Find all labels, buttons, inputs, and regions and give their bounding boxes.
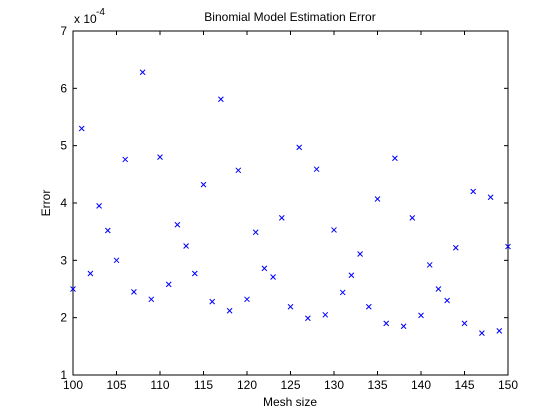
data-point — [191, 270, 198, 277]
data-point — [235, 167, 242, 174]
data-point — [78, 125, 85, 132]
data-point — [452, 244, 459, 251]
data-point — [278, 215, 285, 221]
plot-box — [72, 30, 509, 376]
data-point — [470, 188, 477, 195]
y-exponent-base: x 10 — [74, 12, 97, 26]
data-point — [87, 270, 94, 277]
chart-title: Binomial Model Estimation Error — [204, 10, 375, 24]
data-point — [331, 227, 337, 233]
data-point — [348, 272, 355, 279]
data-point — [383, 320, 390, 327]
data-point — [461, 320, 468, 327]
data-point — [287, 303, 294, 310]
data-point — [322, 311, 329, 318]
x-tick-label: 120 — [237, 378, 257, 392]
y-tick-label: 1 — [60, 368, 67, 382]
data-point — [113, 257, 120, 264]
x-axis-ticks: 100 105 110 115 120 125 130 135 140 145 150 — [63, 31, 518, 392]
data-point — [165, 281, 172, 288]
data-point — [96, 203, 102, 209]
data-point — [261, 265, 268, 272]
data-point — [270, 274, 276, 280]
data-point — [252, 229, 259, 236]
y-exponent-power: -4 — [96, 7, 105, 18]
data-point — [244, 296, 250, 303]
data-point — [479, 330, 485, 337]
data-point — [426, 262, 433, 268]
data-point — [200, 181, 207, 188]
data-point — [418, 312, 424, 319]
x-tick-label: 140 — [411, 378, 431, 392]
data-point — [104, 227, 111, 234]
y-tick-label: 2 — [60, 311, 67, 325]
x-tick-label: 145 — [454, 378, 474, 392]
data-point — [226, 307, 233, 314]
x-tick-label: 130 — [324, 378, 344, 392]
x-tick-label: 135 — [367, 378, 387, 392]
data-point — [505, 243, 511, 250]
data-point — [131, 289, 137, 295]
data-point — [313, 166, 320, 173]
data-points — [70, 69, 511, 337]
y-tick-label: 3 — [60, 253, 67, 267]
data-point — [296, 144, 303, 151]
data-point — [218, 96, 224, 103]
x-tick-label: 125 — [280, 378, 300, 392]
data-point — [209, 298, 216, 305]
data-point — [496, 327, 503, 334]
data-point — [357, 251, 363, 257]
data-point — [487, 194, 494, 201]
data-point — [139, 69, 146, 76]
data-point — [157, 154, 163, 160]
data-point — [305, 315, 311, 322]
y-tick-label: 5 — [60, 139, 67, 153]
y-axis-ticks: 1 2 3 4 5 6 7 — [60, 24, 508, 382]
x-tick-label: 150 — [498, 378, 518, 392]
data-point — [183, 243, 189, 249]
x-axis-label: Mesh size — [263, 395, 317, 409]
data-point — [444, 297, 450, 304]
data-point — [148, 296, 155, 303]
data-point — [392, 155, 398, 162]
data-point — [374, 196, 381, 202]
y-axis-label: Error — [39, 190, 53, 217]
x-tick-label: 110 — [150, 378, 169, 392]
y-tick-label: 7 — [60, 24, 67, 38]
data-point — [122, 156, 129, 163]
data-point — [339, 289, 346, 296]
data-point — [70, 286, 76, 292]
y-tick-label: 4 — [60, 196, 67, 210]
x-tick-label: 100 — [63, 378, 83, 392]
data-point — [365, 303, 372, 310]
data-point — [409, 215, 416, 221]
data-point — [400, 323, 407, 330]
data-point — [174, 221, 181, 228]
y-tick-label: 6 — [60, 81, 67, 95]
data-point — [435, 286, 442, 292]
x-tick-label: 105 — [106, 378, 126, 392]
x-tick-label: 115 — [194, 378, 213, 392]
